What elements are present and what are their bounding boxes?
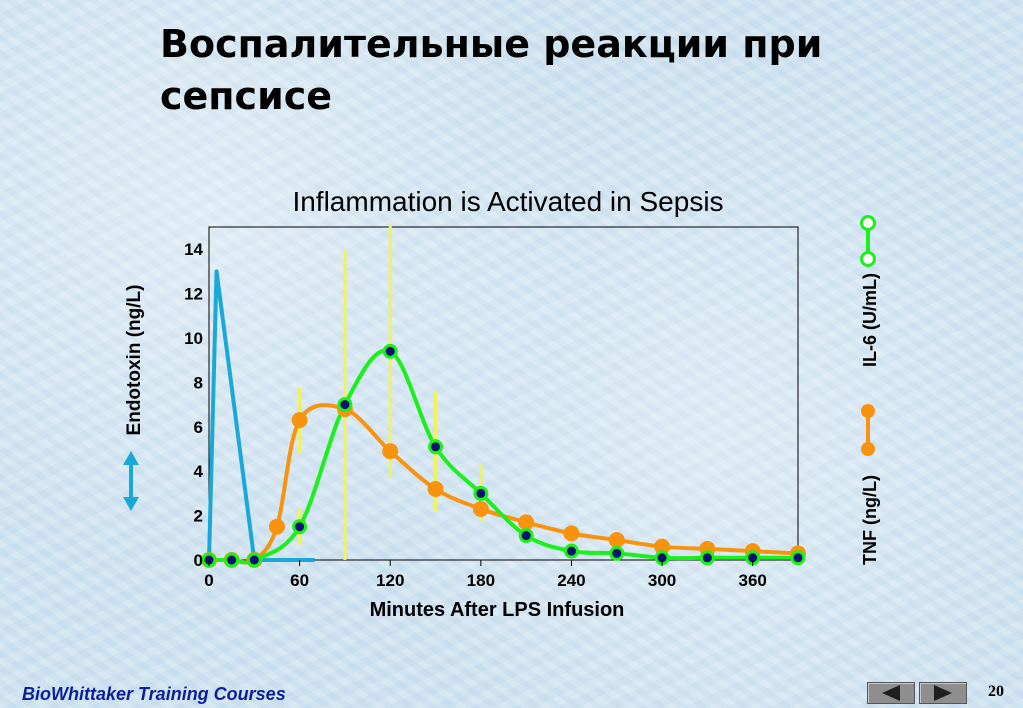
x-tick-label: 60 bbox=[290, 571, 309, 590]
y-tick-label: 4 bbox=[194, 462, 204, 481]
tnf-point bbox=[291, 412, 308, 429]
tnf-line bbox=[209, 403, 799, 565]
y-tick-label: 12 bbox=[184, 285, 203, 304]
tnf-point bbox=[268, 518, 285, 535]
y-axis-label-il6: IL-6 (U/mL) bbox=[860, 273, 880, 367]
tnf-point bbox=[654, 538, 671, 555]
arrow-left-icon bbox=[882, 685, 900, 701]
tnf-point bbox=[608, 532, 625, 549]
il-6-point-center bbox=[521, 531, 531, 541]
il-6-point-center bbox=[476, 488, 486, 498]
slide-title: Воспалительные реакции при сепсисе bbox=[160, 22, 823, 118]
footer-course-name: BioWhittaker Training Courses bbox=[22, 684, 286, 704]
x-tick-label: 360 bbox=[739, 571, 767, 590]
y-tick-label: 0 bbox=[194, 551, 203, 570]
il-6-point-center bbox=[249, 555, 259, 565]
next-slide-button[interactable] bbox=[919, 682, 967, 704]
arrow-right-icon bbox=[934, 685, 952, 701]
x-tick-label: 0 bbox=[204, 571, 213, 590]
x-tick-label: 120 bbox=[376, 571, 404, 590]
il-6-point-center bbox=[793, 553, 803, 563]
tnf-point bbox=[427, 480, 444, 497]
il-6-point-center bbox=[431, 442, 441, 452]
il-6-point-center bbox=[657, 553, 667, 563]
tnf-point bbox=[382, 443, 399, 460]
plot-area bbox=[208, 226, 799, 561]
tnf-point bbox=[472, 500, 489, 517]
il-6-line bbox=[209, 348, 798, 565]
il-6-point-center bbox=[702, 553, 712, 563]
page-number: 20 bbox=[988, 683, 1004, 700]
x-tick-label: 240 bbox=[557, 571, 585, 590]
x-axis-label: Minutes After LPS Infusion bbox=[370, 599, 625, 621]
il-6-point-center bbox=[612, 548, 622, 558]
chart-title: Inflammation is Activated in Sepsis bbox=[292, 186, 723, 217]
y-tick-label: 8 bbox=[194, 373, 203, 392]
endotoxin-legend-arrow-up bbox=[123, 451, 139, 465]
endotoxin-legend-arrow-down bbox=[123, 497, 139, 511]
il-6-point-center bbox=[566, 546, 576, 556]
il-6-point-center bbox=[227, 555, 237, 565]
y-axis-label-endotoxin: Endotoxin (ng/L) bbox=[124, 285, 145, 436]
x-tick-label: 180 bbox=[467, 571, 495, 590]
tnf-point bbox=[518, 514, 535, 531]
y-tick-label: 10 bbox=[184, 329, 203, 348]
il-6-point-center bbox=[748, 553, 758, 563]
il6-legend-marker bbox=[860, 251, 876, 267]
tnf-legend-marker bbox=[861, 404, 875, 418]
y-tick-label: 14 bbox=[184, 240, 203, 259]
y-tick-label: 6 bbox=[194, 418, 203, 437]
x-tick-label: 300 bbox=[648, 571, 676, 590]
tnf-legend-marker bbox=[861, 442, 875, 456]
y-axis-label-tnf: TNF (ng/L) bbox=[860, 475, 880, 565]
y-tick-label: 2 bbox=[194, 507, 203, 526]
slide-navigation bbox=[867, 682, 967, 704]
previous-slide-button[interactable] bbox=[867, 682, 915, 704]
il-6-point-center bbox=[385, 346, 395, 356]
il-6-point-center bbox=[340, 400, 350, 410]
il6-legend-marker bbox=[860, 215, 876, 231]
tnf-point bbox=[563, 525, 580, 542]
il-6-point-center bbox=[295, 522, 305, 532]
